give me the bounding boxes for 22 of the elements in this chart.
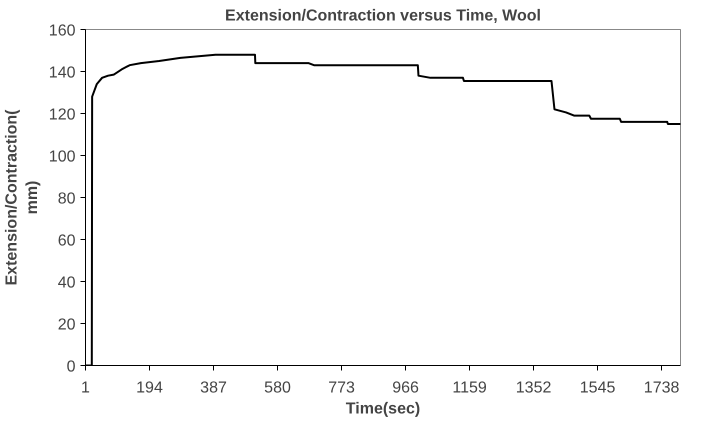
chart-title: Extension/Contraction versus Time, Wool	[225, 8, 541, 24]
y-tick-label: 80	[58, 190, 76, 208]
y-tick-label: 60	[58, 232, 76, 250]
x-tick-label: 194	[136, 380, 163, 396]
x-tick-label: 1	[81, 380, 90, 396]
y-tick-label: 40	[58, 274, 76, 292]
y-tick-label: 120	[48, 106, 76, 124]
x-tick-label: 580	[264, 380, 291, 396]
x-tick-label: 773	[328, 380, 355, 396]
x-tick-label: 387	[200, 380, 227, 396]
y-tick-label: 0	[66, 358, 76, 376]
x-tick-label: 1738	[644, 380, 680, 396]
x-tick-label: 1352	[516, 380, 552, 396]
x-tick-label: 1159	[452, 380, 487, 396]
y-tick-label: 100	[48, 148, 76, 166]
y-tick-label: 140	[48, 64, 76, 82]
y-axis-title: Extension/Contraction( mm)	[3, 108, 41, 286]
x-tick-label: 1545	[580, 380, 616, 396]
x-tick-label: 966	[392, 380, 419, 396]
x-axis-title: Time(sec)	[346, 400, 420, 418]
y-tick-label: 20	[58, 316, 76, 334]
y-tick-label: 160	[48, 22, 76, 40]
